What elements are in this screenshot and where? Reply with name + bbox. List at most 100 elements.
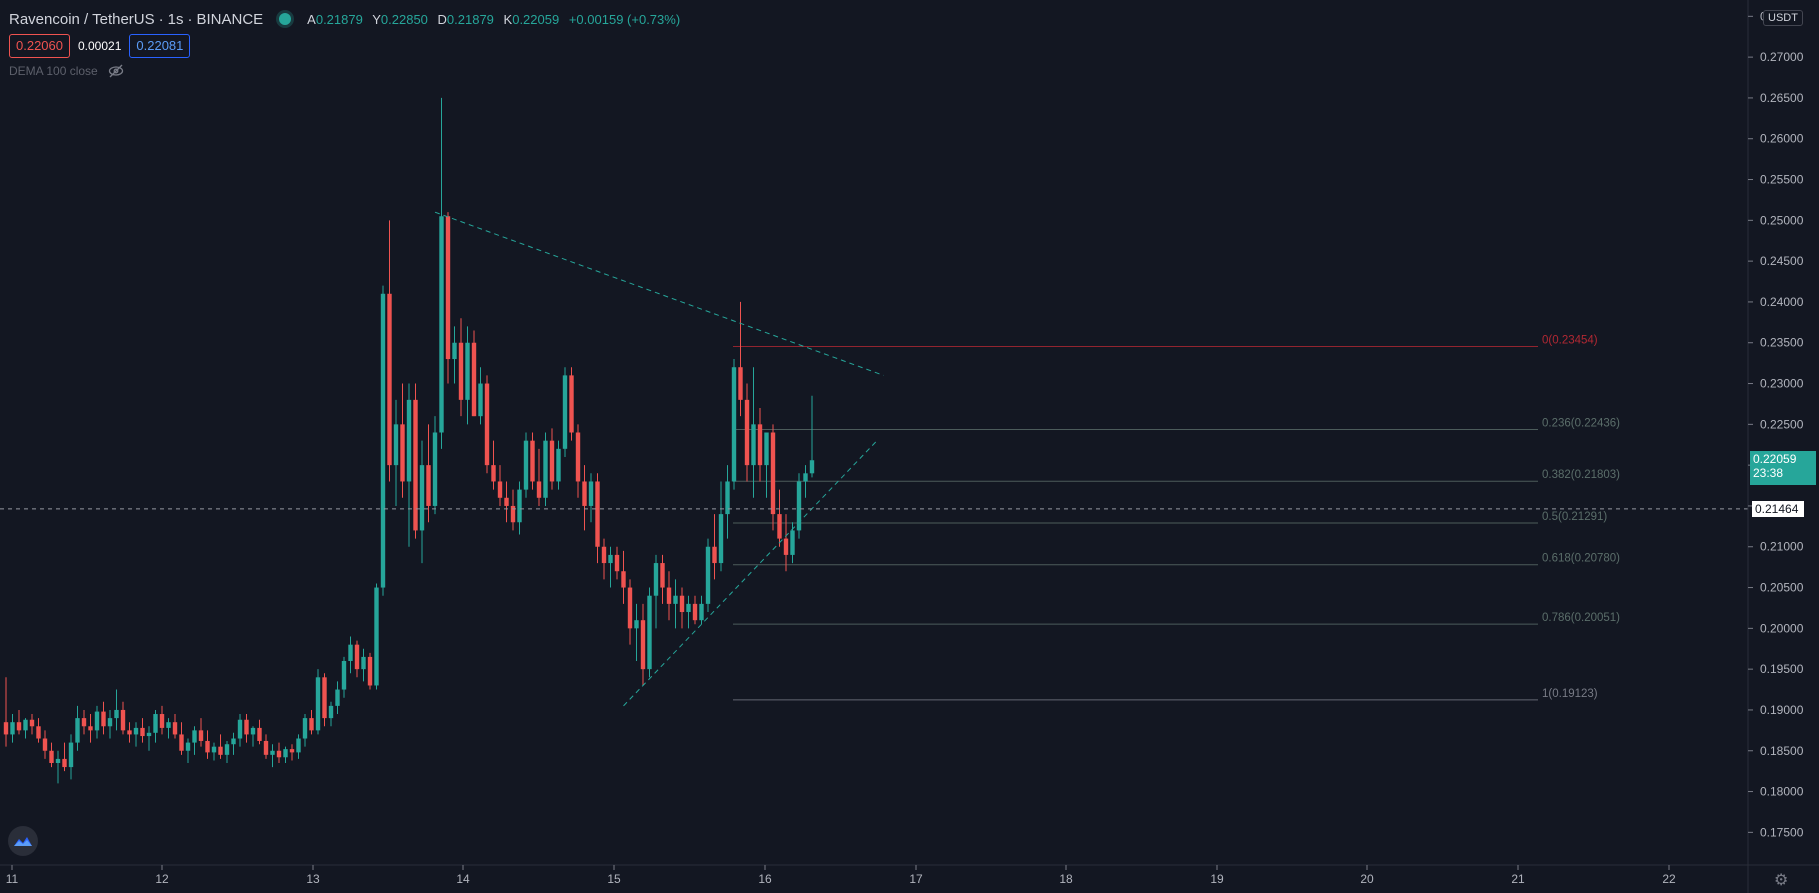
candle-body — [146, 732, 152, 737]
trendline[interactable] — [434, 211, 884, 376]
sell-price-button[interactable]: 0.22060 — [9, 34, 70, 58]
candle-body — [107, 718, 113, 727]
candle-body — [588, 481, 594, 506]
candle-body — [796, 481, 802, 531]
candlestick-series — [3, 97, 815, 784]
price-tick-label: 0.22500 — [1760, 417, 1804, 431]
indicator-legend[interactable]: DEMA 100 close — [9, 64, 124, 78]
candle-body — [159, 714, 165, 728]
time-tick-label: 13 — [306, 872, 320, 886]
interval[interactable]: 1s — [167, 10, 184, 28]
price-tick-label: 0.26000 — [1760, 132, 1804, 146]
candle-body — [712, 546, 717, 564]
candle-body — [562, 375, 568, 449]
candle-body — [367, 656, 373, 686]
time-tick-label: 12 — [155, 872, 169, 886]
market-status-icon[interactable] — [279, 13, 292, 25]
time-tick-label: 17 — [909, 872, 923, 886]
candle-body — [621, 571, 626, 588]
candle-body — [770, 432, 776, 515]
candle-body — [335, 689, 340, 706]
candle-body — [432, 432, 438, 506]
quote-bar: 0.22060 0.00021 0.22081 — [9, 34, 191, 58]
candle-body — [120, 709, 126, 731]
open-label: A — [307, 11, 316, 27]
candle-body — [250, 727, 256, 735]
candle-body — [718, 514, 724, 564]
last-price-value: 0.22059 — [1753, 452, 1797, 467]
buy-price-button[interactable]: 0.22081 — [129, 34, 191, 58]
candle-body — [510, 505, 516, 523]
candle-body — [666, 587, 672, 604]
time-tick-label: 14 — [456, 872, 470, 886]
trendline[interactable] — [623, 440, 878, 707]
price-tick-label: 0.19000 — [1760, 703, 1804, 717]
indicator-label[interactable]: DEMA 100 close — [9, 64, 98, 78]
crosshair-price-tag: 0.21464 — [1752, 500, 1804, 517]
candle-body — [783, 538, 789, 555]
time-tick-label: 21 — [1511, 872, 1525, 886]
candle-body — [166, 722, 171, 728]
symbol-name[interactable]: Ravencoin / TetherUS — [9, 10, 155, 28]
fib-level-label: 1(0.19123) — [1542, 688, 1598, 700]
candle-body — [549, 440, 555, 482]
fibonacci-retracement[interactable]: 0(0.23454) 0.236(0.22436) 0.382(0.21803) 0.… — [733, 334, 1620, 701]
candle-body — [276, 750, 282, 758]
candle-body — [133, 727, 139, 735]
candle-body — [231, 738, 236, 745]
candle-body — [49, 750, 54, 763]
fib-level-label: 0(0.23454) — [1542, 334, 1598, 346]
candle-body — [55, 758, 61, 763]
low-value: 0.21879 — [446, 11, 494, 27]
candle-body — [419, 465, 425, 531]
price-tick-label: 0.25000 — [1760, 213, 1804, 227]
candle-body — [614, 554, 620, 572]
price-tick-label: 0.23000 — [1760, 377, 1804, 391]
candle-body — [322, 677, 327, 719]
candle-body — [497, 481, 503, 498]
time-axis[interactable]: 11 12 13 14 15 16 17 18 19 20 21 22 — [6, 865, 1676, 886]
candle-body — [484, 383, 490, 466]
candle-body — [471, 342, 477, 417]
candle-body — [653, 563, 659, 596]
candle-body — [140, 727, 145, 737]
price-tick-label: 0.18500 — [1760, 744, 1804, 758]
tradingview-logo[interactable] — [8, 826, 38, 856]
candle-body — [263, 740, 269, 755]
candle-body — [601, 546, 607, 564]
fib-level-label: 0.236(0.22436) — [1542, 418, 1620, 430]
exchange: BINANCE — [196, 10, 264, 28]
candle-body — [634, 620, 639, 629]
candle-body — [42, 738, 48, 751]
candle-body — [296, 738, 301, 753]
close-value: 0.22059 — [512, 11, 560, 27]
candle-body — [192, 730, 197, 743]
candle-body — [530, 440, 535, 482]
candle-body — [205, 740, 210, 753]
candle-body — [270, 750, 275, 755]
price-tick-label: 0.19500 — [1760, 662, 1804, 676]
candle-body — [406, 399, 412, 482]
price-tick-label: 0.17500 — [1760, 825, 1804, 839]
trendlines[interactable] — [434, 211, 884, 707]
symbol-header: Ravencoin / TetherUS · 1s · BINANCE A0.2… — [9, 9, 686, 29]
candle-body — [29, 719, 35, 727]
candle-body — [803, 473, 808, 482]
candle-body — [478, 383, 483, 417]
candle-body — [582, 481, 587, 506]
time-tick-label: 18 — [1059, 872, 1073, 886]
price-axis[interactable]: 0.275000.270000.265000.260000.255000.250… — [1748, 9, 1804, 839]
price-tick-label: 0.27000 — [1760, 50, 1804, 64]
candle-body — [777, 514, 782, 539]
candle-body — [439, 216, 444, 433]
eye-crossed-icon[interactable] — [108, 64, 124, 78]
price-tick-label: 0.26500 — [1760, 91, 1804, 105]
currency-label[interactable]: USDT — [1763, 10, 1803, 26]
candle-body — [16, 722, 22, 731]
candle-body — [10, 722, 15, 735]
ohlc-values: A0.21879 Y0.22850 D0.21879 K0.22059 +0.0… — [307, 12, 686, 27]
logo-icon — [14, 837, 32, 846]
gear-icon[interactable]: ⚙ — [1774, 872, 1789, 889]
candle-body — [172, 722, 178, 735]
